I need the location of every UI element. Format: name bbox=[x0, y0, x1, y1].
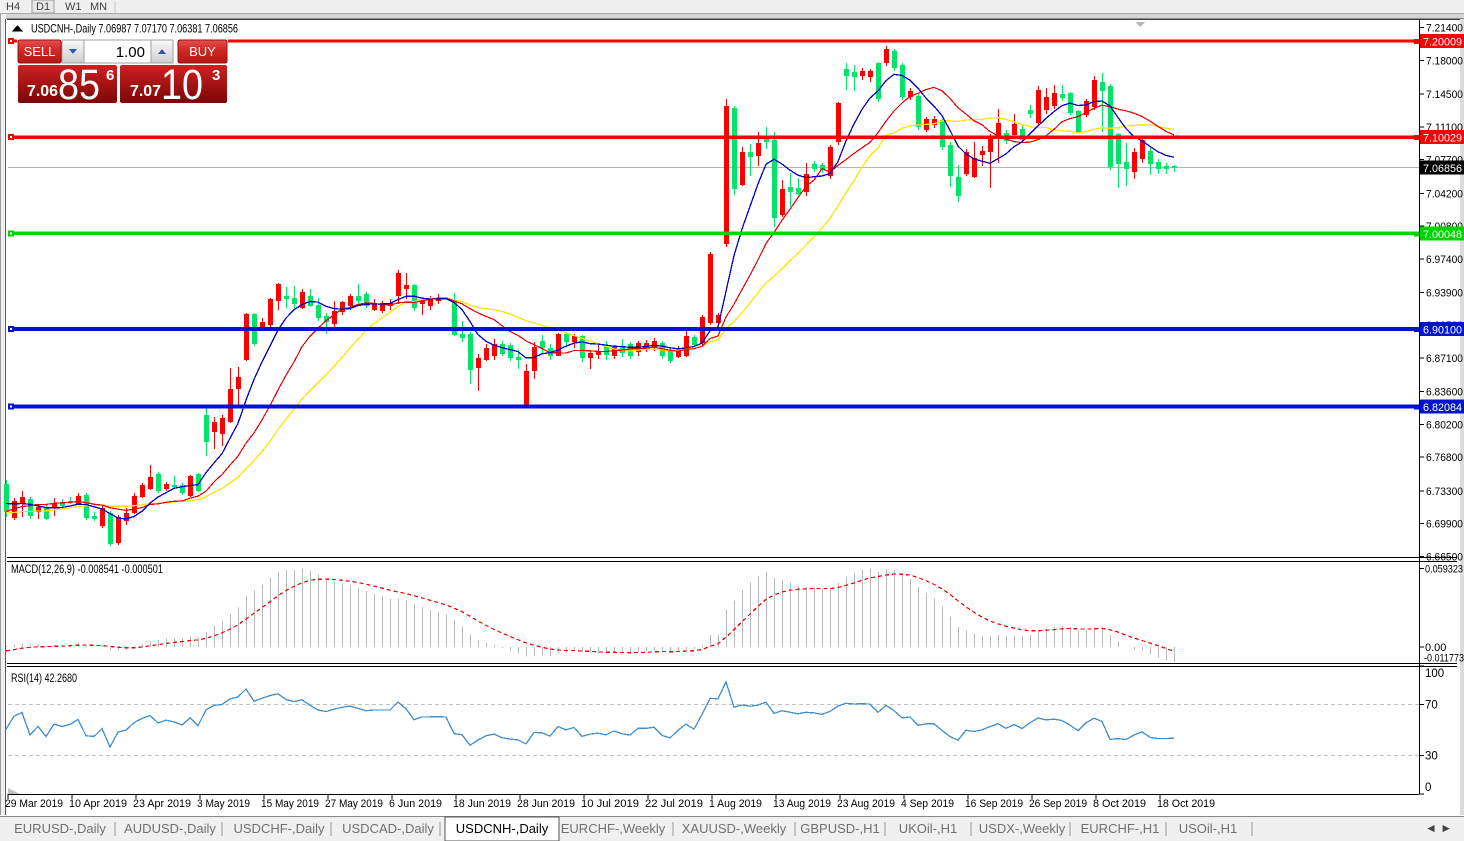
svg-text:EURCHF-,H1: EURCHF-,H1 bbox=[1081, 821, 1160, 836]
svg-text:USDCNH-,Daily 7.06987 7.07170: USDCNH-,Daily 7.06987 7.07170 7.06381 7.… bbox=[31, 22, 238, 36]
svg-text:BUY: BUY bbox=[189, 44, 216, 59]
svg-text:USDCNH-,Daily: USDCNH-,Daily bbox=[456, 821, 549, 836]
svg-text:USDCHF-,Daily: USDCHF-,Daily bbox=[234, 821, 326, 836]
svg-text:AUDUSD-,Daily: AUDUSD-,Daily bbox=[124, 821, 216, 836]
svg-text:GBPUSD-,H1: GBPUSD-,H1 bbox=[800, 821, 879, 836]
svg-text:23 Aug 2019: 23 Aug 2019 bbox=[837, 798, 895, 810]
svg-text:15 May 2019: 15 May 2019 bbox=[261, 798, 319, 810]
svg-text:27 May 2019: 27 May 2019 bbox=[325, 798, 383, 810]
svg-text:1.00: 1.00 bbox=[116, 44, 145, 61]
svg-text:6.93900: 6.93900 bbox=[1426, 288, 1463, 300]
svg-text:EURCHF-,Weekly: EURCHF-,Weekly bbox=[561, 821, 666, 836]
svg-text:W1: W1 bbox=[65, 1, 82, 13]
svg-text:3: 3 bbox=[212, 67, 220, 84]
svg-text:6.97400: 6.97400 bbox=[1426, 254, 1463, 266]
svg-text:7.10029: 7.10029 bbox=[1423, 133, 1462, 145]
svg-text:3 May 2019: 3 May 2019 bbox=[197, 798, 250, 810]
svg-text:◄ ►: ◄ ► bbox=[1425, 821, 1452, 835]
svg-text:30: 30 bbox=[1425, 751, 1438, 763]
svg-text:70: 70 bbox=[1425, 700, 1438, 712]
svg-text:10: 10 bbox=[161, 61, 203, 109]
svg-text:UKOil-,H1: UKOil-,H1 bbox=[899, 821, 958, 836]
svg-text:6.87100: 6.87100 bbox=[1426, 353, 1463, 365]
svg-text:7.20009: 7.20009 bbox=[1423, 37, 1462, 49]
svg-text:16 Sep 2019: 16 Sep 2019 bbox=[965, 798, 1023, 810]
svg-text:4 Sep 2019: 4 Sep 2019 bbox=[901, 798, 954, 810]
svg-text:1 Aug 2019: 1 Aug 2019 bbox=[709, 798, 762, 810]
svg-text:7.07: 7.07 bbox=[130, 83, 161, 100]
svg-text:6 Jun 2019: 6 Jun 2019 bbox=[389, 798, 442, 810]
svg-text:0.00: 0.00 bbox=[1425, 642, 1446, 654]
svg-text:10 Jul 2019: 10 Jul 2019 bbox=[581, 798, 639, 810]
svg-text:SELL: SELL bbox=[24, 44, 56, 59]
svg-text:EURUSD-,Daily: EURUSD-,Daily bbox=[14, 821, 106, 836]
svg-text:7.18000: 7.18000 bbox=[1426, 55, 1463, 67]
svg-text:6.90100: 6.90100 bbox=[1423, 325, 1462, 337]
svg-text:7.06856: 7.06856 bbox=[1423, 163, 1462, 175]
svg-text:MACD(12,26,9) -0.008541 -0.000: MACD(12,26,9) -0.008541 -0.000501 bbox=[11, 564, 163, 576]
svg-text:10 Apr 2019: 10 Apr 2019 bbox=[69, 798, 127, 810]
svg-text:6.82084: 6.82084 bbox=[1423, 402, 1462, 414]
svg-text:13 Aug 2019: 13 Aug 2019 bbox=[773, 798, 831, 810]
svg-text:6: 6 bbox=[106, 67, 114, 84]
svg-text:MN: MN bbox=[90, 1, 107, 13]
svg-text:6.73300: 6.73300 bbox=[1426, 486, 1463, 498]
svg-text:28 Jun 2019: 28 Jun 2019 bbox=[517, 798, 575, 810]
svg-text:XAUUSD-,Weekly: XAUUSD-,Weekly bbox=[682, 821, 787, 836]
svg-text:RSI(14) 42.2680: RSI(14) 42.2680 bbox=[11, 673, 77, 685]
svg-text:0: 0 bbox=[1425, 782, 1431, 794]
svg-text:7.00048: 7.00048 bbox=[1423, 229, 1462, 241]
svg-text:22 Jul 2019: 22 Jul 2019 bbox=[645, 798, 703, 810]
svg-text:8 Oct 2019: 8 Oct 2019 bbox=[1093, 798, 1146, 810]
svg-text:7.14500: 7.14500 bbox=[1426, 89, 1463, 101]
svg-text:29 Mar 2019: 29 Mar 2019 bbox=[5, 798, 63, 810]
svg-text:26 Sep 2019: 26 Sep 2019 bbox=[1029, 798, 1087, 810]
svg-text:USDCAD-,Daily: USDCAD-,Daily bbox=[342, 821, 434, 836]
svg-text:0.059323: 0.059323 bbox=[1425, 563, 1463, 575]
svg-text:100: 100 bbox=[1425, 668, 1444, 680]
svg-text:18 Oct 2019: 18 Oct 2019 bbox=[1157, 798, 1215, 810]
svg-text:H4: H4 bbox=[6, 1, 20, 13]
svg-text:6.83600: 6.83600 bbox=[1426, 387, 1463, 399]
svg-text:D1: D1 bbox=[36, 1, 50, 13]
svg-text:85: 85 bbox=[58, 61, 100, 109]
svg-text:USOil-,H1: USOil-,H1 bbox=[1179, 821, 1238, 836]
svg-text:7.06: 7.06 bbox=[27, 83, 58, 100]
svg-text:6.80200: 6.80200 bbox=[1426, 419, 1463, 431]
svg-text:23 Apr 2019: 23 Apr 2019 bbox=[133, 798, 191, 810]
svg-text:-0.011773: -0.011773 bbox=[1424, 652, 1464, 664]
svg-text:7.04200: 7.04200 bbox=[1426, 188, 1463, 200]
svg-text:6.76800: 6.76800 bbox=[1426, 452, 1463, 464]
svg-text:6.69900: 6.69900 bbox=[1426, 519, 1463, 531]
svg-text:7.21400: 7.21400 bbox=[1426, 23, 1463, 35]
svg-text:18 Jun 2019: 18 Jun 2019 bbox=[453, 798, 511, 810]
svg-text:USDX-,Weekly: USDX-,Weekly bbox=[979, 821, 1066, 836]
